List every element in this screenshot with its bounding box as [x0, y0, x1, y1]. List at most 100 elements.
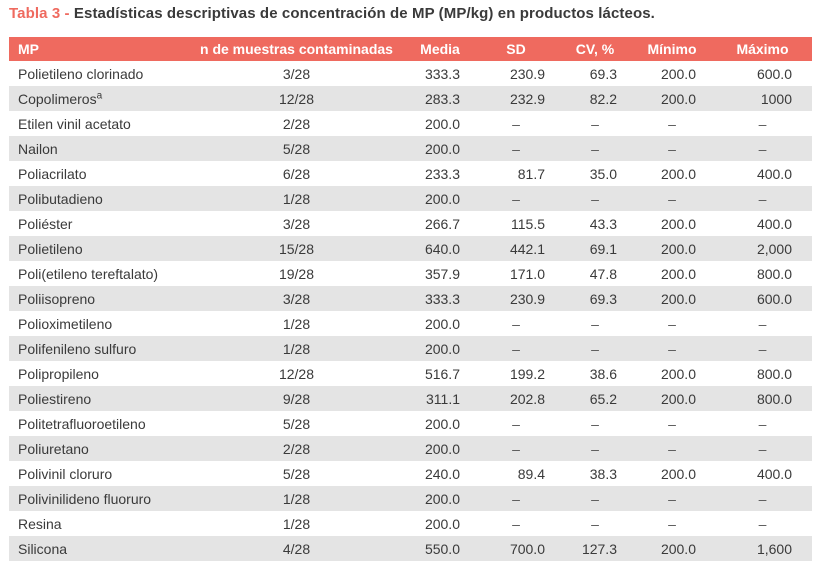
- cell-sd: –: [512, 415, 520, 432]
- table-caption-text: Estadísticas descriptivas de concentraci…: [73, 5, 655, 22]
- cell-maximo: –: [758, 190, 767, 207]
- cell-sd: 115.5: [511, 215, 545, 232]
- table-row: Etilen vinil acetato 2/28 200.0 – – – –: [9, 111, 812, 136]
- table-row: Poliestireno 9/28 311.1 202.8 65.2 200.0 800.0: [9, 386, 812, 411]
- cell-mp: Poliisopreno: [18, 290, 96, 307]
- cell-minimo: 200.0: [660, 215, 696, 232]
- cell-n-muestras: 1/28: [282, 515, 311, 532]
- cell-mp: Etilen vinil acetato: [18, 115, 131, 132]
- cell-maximo: 1000: [760, 90, 792, 107]
- cell-maximo: 400.0: [756, 215, 792, 232]
- cell-minimo: 200.0: [660, 290, 696, 307]
- cell-mp: Copolimerosa: [18, 89, 103, 107]
- cell-n-muestras: 9/28: [282, 390, 311, 407]
- cell-mp: Polietileno clorinado: [18, 65, 144, 82]
- cell-cv: 38.3: [589, 465, 617, 482]
- cell-maximo: 800.0: [756, 390, 792, 407]
- cell-cv: 69.3: [589, 65, 617, 82]
- cell-cv: –: [591, 490, 599, 507]
- cell-sd: –: [512, 340, 520, 357]
- cell-cv: –: [591, 515, 599, 532]
- col-header-mp: MP: [9, 37, 186, 61]
- cell-media: 200.0: [424, 415, 460, 432]
- cell-maximo: –: [758, 490, 767, 507]
- cell-media: 311.1: [426, 390, 460, 407]
- cell-media: 200.0: [424, 140, 460, 157]
- cell-minimo: 200.0: [660, 540, 696, 557]
- cell-mp: Polifenileno sulfuro: [18, 340, 137, 357]
- cell-maximo: –: [758, 340, 767, 357]
- table-row: Polibutadieno 1/28 200.0 – – – –: [9, 186, 812, 211]
- cell-cv: 35.0: [589, 165, 617, 182]
- cell-mp: Polivinilideno fluoruro: [18, 490, 152, 507]
- cell-n-muestras: 1/28: [282, 190, 311, 207]
- cell-n-muestras: 19/28: [278, 265, 315, 282]
- cell-n-muestras: 6/28: [282, 165, 311, 182]
- cell-media: 550.0: [424, 540, 460, 557]
- table-row: Polietileno clorinado 3/28 333.3 230.9 69.3 2…: [9, 61, 812, 86]
- cell-media: 200.0: [424, 190, 460, 207]
- cell-maximo: 400.0: [756, 165, 792, 182]
- cell-sd: –: [512, 515, 520, 532]
- cell-media: 333.3: [424, 65, 460, 82]
- cell-maximo: –: [758, 440, 767, 457]
- table-row: Silicona 4/28 550.0 700.0 127.3 200.0 1,600: [9, 536, 812, 561]
- cell-sd: 199.2: [509, 365, 545, 382]
- cell-n-muestras: 3/28: [282, 215, 311, 232]
- cell-media: 200.0: [424, 515, 460, 532]
- cell-n-muestras: 1/28: [282, 490, 311, 507]
- cell-cv: –: [591, 190, 599, 207]
- cell-cv: 38.6: [589, 365, 617, 382]
- cell-media: 283.3: [424, 90, 460, 107]
- cell-cv: 43.3: [589, 215, 617, 232]
- cell-minimo: 200.0: [660, 390, 696, 407]
- cell-sd: 230.9: [509, 290, 545, 307]
- stats-table: MP n de muestras contaminadas Media SD CV, %…: [9, 37, 812, 561]
- cell-cv: –: [591, 340, 599, 357]
- col-header-cv: CV, %: [559, 37, 631, 61]
- cell-media: 266.7: [424, 215, 460, 232]
- cell-n-muestras: 12/28: [278, 90, 315, 107]
- cell-n-muestras: 1/28: [282, 315, 311, 332]
- cell-media: 200.0: [424, 340, 460, 357]
- cell-media: 233.3: [424, 165, 460, 182]
- cell-minimo: –: [668, 415, 676, 432]
- cell-n-muestras: 15/28: [278, 240, 315, 257]
- cell-mp: Polietileno: [18, 240, 83, 257]
- cell-maximo: –: [758, 115, 767, 132]
- cell-sd: 232.9: [509, 90, 545, 107]
- cell-maximo: 600.0: [756, 290, 792, 307]
- cell-cv: –: [591, 315, 599, 332]
- cell-media: 200.0: [424, 440, 460, 457]
- cell-maximo: –: [758, 515, 767, 532]
- cell-cv: 47.8: [589, 265, 617, 282]
- cell-cv: 65.2: [589, 390, 617, 407]
- cell-mp: Polipropileno: [18, 365, 99, 382]
- cell-sd: 171.0: [509, 265, 545, 282]
- cell-n-muestras: 3/28: [282, 65, 311, 82]
- cell-media: 357.9: [424, 265, 460, 282]
- cell-sd: –: [512, 490, 520, 507]
- cell-n-muestras: 5/28: [282, 415, 311, 432]
- cell-minimo: –: [668, 340, 676, 357]
- cell-media: 200.0: [424, 315, 460, 332]
- cell-cv: –: [591, 415, 599, 432]
- cell-minimo: –: [668, 490, 676, 507]
- cell-maximo: –: [758, 415, 767, 432]
- cell-sd: –: [512, 440, 520, 457]
- cell-n-muestras: 5/28: [282, 465, 311, 482]
- cell-media: 516.7: [424, 365, 460, 382]
- cell-sd: –: [512, 115, 520, 132]
- cell-n-muestras: 4/28: [282, 540, 311, 557]
- table-row: Poliacrilato 6/28 233.3 81.7 35.0 200.0 400.0: [9, 161, 812, 186]
- cell-mp: Silicona: [18, 540, 68, 557]
- table-row: Poli(etileno tereftalato) 19/28 357.9 171.0…: [9, 261, 812, 286]
- cell-sd: 442.1: [509, 240, 545, 257]
- cell-maximo: 600.0: [756, 65, 792, 82]
- cell-mp: Politetrafluoroetileno: [18, 415, 146, 432]
- col-header-maximo: Máximo: [713, 37, 812, 61]
- cell-minimo: 200.0: [660, 265, 696, 282]
- cell-mp: Polioximetileno: [18, 315, 113, 332]
- cell-sd: 81.7: [517, 165, 545, 182]
